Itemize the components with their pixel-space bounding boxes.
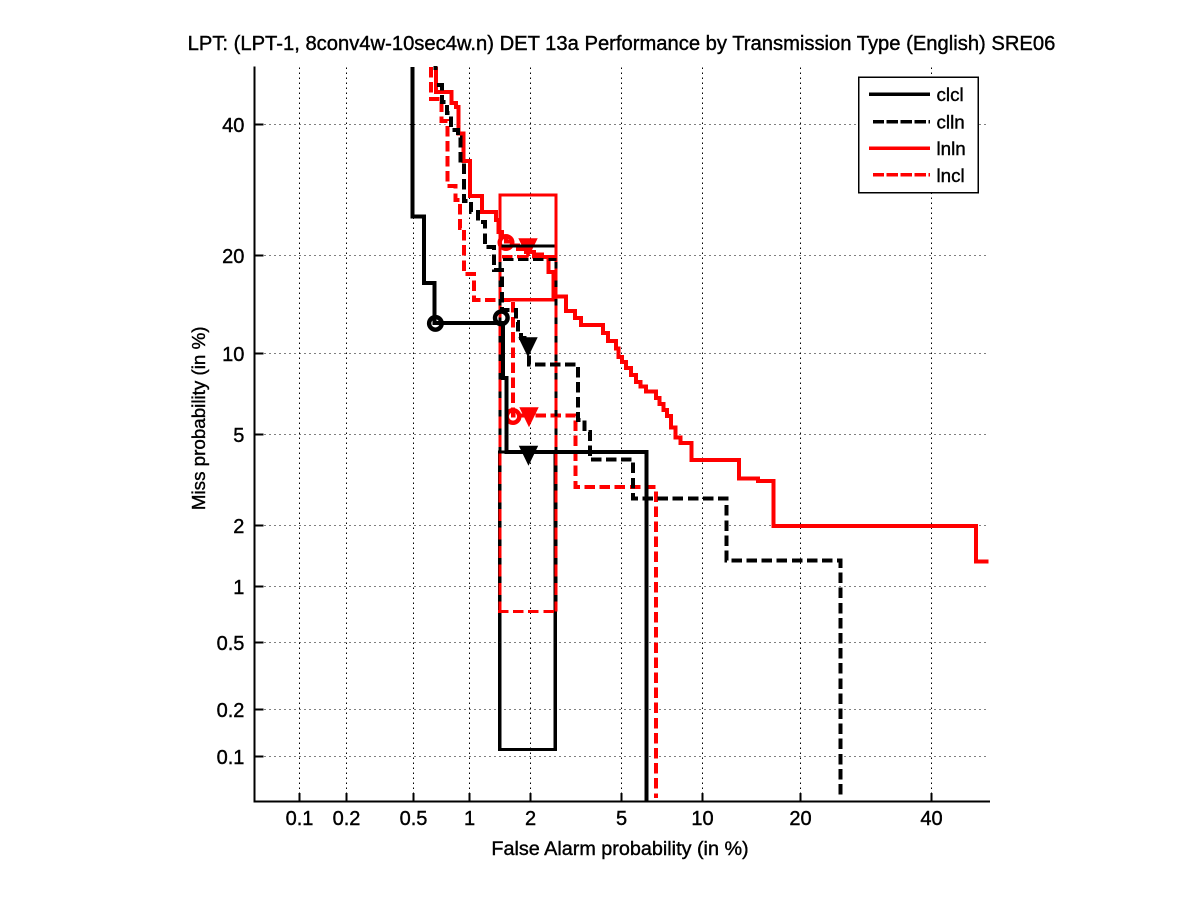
svg-text:False Alarm probability (in %): False Alarm probability (in %) (491, 838, 748, 860)
svg-text:0.2: 0.2 (217, 700, 245, 722)
svg-text:1: 1 (464, 808, 475, 830)
svg-text:lncl: lncl (937, 165, 965, 186)
svg-text:2: 2 (233, 516, 244, 538)
svg-text:5: 5 (616, 808, 627, 830)
svg-text:lnln: lnln (937, 138, 966, 159)
svg-text:10: 10 (691, 808, 713, 830)
svg-text:1: 1 (233, 577, 244, 599)
svg-text:40: 40 (222, 115, 244, 137)
svg-text:40: 40 (920, 808, 942, 830)
svg-text:0.1: 0.1 (217, 747, 245, 769)
svg-text:LPT: (LPT-1, 8conv4w-10sec4w.n: LPT: (LPT-1, 8conv4w-10sec4w.n) DET 13a … (188, 33, 1056, 55)
svg-text:0.5: 0.5 (400, 808, 428, 830)
svg-text:10: 10 (222, 344, 244, 366)
svg-text:clcl: clcl (937, 84, 964, 105)
svg-text:Miss probability (in %): Miss probability (in %) (188, 326, 209, 510)
svg-text:5: 5 (233, 425, 244, 447)
svg-text:0.1: 0.1 (286, 808, 314, 830)
svg-text:20: 20 (222, 246, 244, 268)
svg-text:0.5: 0.5 (217, 633, 245, 655)
svg-text:20: 20 (789, 808, 811, 830)
svg-text:clln: clln (937, 112, 965, 133)
svg-text:2: 2 (525, 808, 536, 830)
svg-text:0.2: 0.2 (333, 808, 361, 830)
